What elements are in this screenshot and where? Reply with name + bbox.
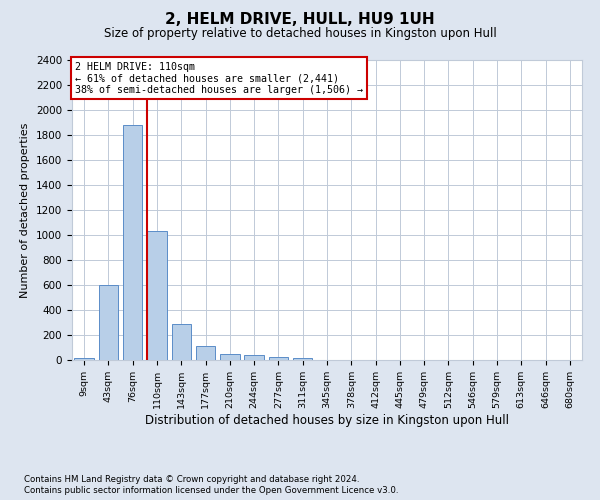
Text: 2 HELM DRIVE: 110sqm
← 61% of detached houses are smaller (2,441)
38% of semi-de: 2 HELM DRIVE: 110sqm ← 61% of detached h…: [74, 62, 362, 94]
Bar: [123, 125, 142, 360]
Bar: [244, 355, 264, 360]
Text: 2, HELM DRIVE, HULL, HU9 1UH: 2, HELM DRIVE, HULL, HU9 1UH: [165, 12, 435, 28]
Text: Contains HM Land Registry data © Crown copyright and database right 2024.: Contains HM Land Registry data © Crown c…: [24, 475, 359, 484]
Bar: [74, 358, 94, 360]
Text: Contains public sector information licensed under the Open Government Licence v3: Contains public sector information licen…: [24, 486, 398, 495]
Bar: [147, 231, 167, 360]
Text: Size of property relative to detached houses in Kingston upon Hull: Size of property relative to detached ho…: [104, 28, 496, 40]
Bar: [269, 356, 288, 360]
Bar: [220, 354, 239, 360]
Bar: [293, 358, 313, 360]
Y-axis label: Number of detached properties: Number of detached properties: [20, 122, 31, 298]
Bar: [196, 346, 215, 360]
Bar: [172, 324, 191, 360]
X-axis label: Distribution of detached houses by size in Kingston upon Hull: Distribution of detached houses by size …: [145, 414, 509, 426]
Bar: [99, 285, 118, 360]
